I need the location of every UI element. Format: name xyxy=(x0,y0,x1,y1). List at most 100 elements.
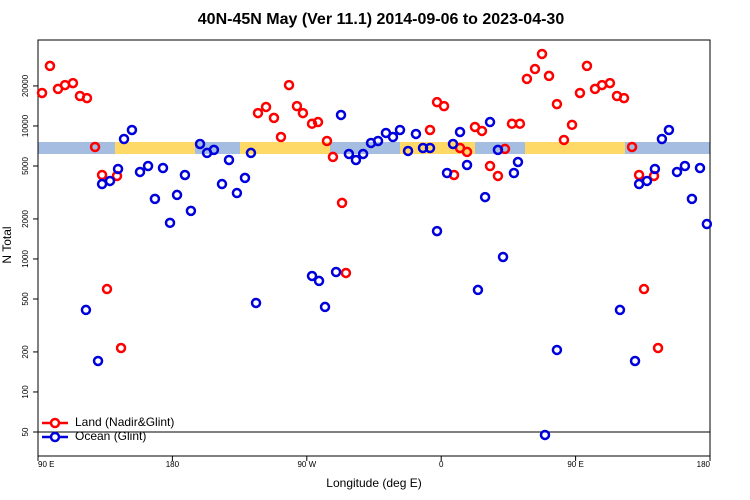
y-tick-label: 2000 xyxy=(21,209,30,227)
point xyxy=(476,125,488,137)
point xyxy=(424,124,436,136)
point xyxy=(336,197,348,209)
point xyxy=(134,166,146,178)
point xyxy=(260,101,272,113)
point xyxy=(551,98,563,110)
point xyxy=(330,266,342,278)
point xyxy=(394,124,406,136)
point xyxy=(313,275,325,287)
point xyxy=(539,429,551,441)
point xyxy=(626,141,638,153)
point xyxy=(223,154,235,166)
point xyxy=(185,205,197,217)
point xyxy=(581,60,593,72)
band-blue xyxy=(330,142,400,154)
point xyxy=(454,126,466,138)
point xyxy=(306,118,318,129)
point xyxy=(372,135,384,147)
point xyxy=(252,107,264,119)
y-axis-label: N Total xyxy=(0,226,14,263)
band xyxy=(38,142,710,154)
x-tick-label: 90 E xyxy=(567,460,583,469)
point xyxy=(327,151,339,163)
point xyxy=(472,284,484,296)
point xyxy=(543,70,555,82)
x-tick-label: 90 E xyxy=(38,460,54,469)
point xyxy=(652,342,664,354)
point xyxy=(497,251,509,263)
point xyxy=(96,169,108,181)
x-tick-label: 0 xyxy=(439,460,444,469)
point xyxy=(604,77,616,89)
band-blue xyxy=(38,142,115,154)
band-blue xyxy=(625,142,710,154)
point xyxy=(629,355,641,367)
point xyxy=(671,166,683,178)
point xyxy=(171,189,183,201)
x-axis-label: Longitude (deg E) xyxy=(326,476,421,490)
point xyxy=(574,87,586,99)
x-tick-label: 90 W xyxy=(297,460,316,469)
point xyxy=(118,133,130,145)
y-tick-label: 1000 xyxy=(21,250,30,268)
point xyxy=(638,283,650,295)
point xyxy=(312,116,324,128)
point xyxy=(492,170,504,182)
point xyxy=(89,141,101,153)
y-tick-label: 50 xyxy=(21,427,30,436)
legend-label: Ocean (Glint) xyxy=(75,429,146,443)
point xyxy=(335,109,347,121)
point xyxy=(357,148,369,160)
y-tick-label: 20000 xyxy=(21,74,30,97)
point xyxy=(239,172,251,184)
point xyxy=(694,162,706,174)
legend-marker xyxy=(49,417,61,429)
point xyxy=(142,160,154,172)
point xyxy=(424,142,436,154)
point xyxy=(179,169,191,181)
point xyxy=(633,169,645,181)
point xyxy=(321,135,333,147)
point xyxy=(492,144,504,156)
point xyxy=(297,107,309,119)
point xyxy=(268,112,280,124)
point xyxy=(81,92,93,104)
point xyxy=(126,124,138,136)
point xyxy=(551,344,563,356)
y-tick-label: 5000 xyxy=(21,157,30,175)
point xyxy=(231,187,243,199)
point xyxy=(649,163,661,175)
x-tick-label: 180 xyxy=(166,460,180,469)
point xyxy=(410,128,422,140)
point xyxy=(44,60,56,72)
point xyxy=(194,138,206,150)
point xyxy=(101,283,113,295)
y-tick-label: 200 xyxy=(21,345,30,359)
point xyxy=(92,355,104,367)
point xyxy=(447,138,459,150)
point xyxy=(149,193,161,205)
point xyxy=(340,267,352,279)
point xyxy=(343,148,355,160)
legend-label: Land (Nadir&Glint) xyxy=(75,415,174,429)
point xyxy=(115,342,127,354)
point xyxy=(319,301,331,313)
point xyxy=(514,118,526,129)
plot-frame xyxy=(37,39,711,457)
point xyxy=(112,163,124,175)
point xyxy=(701,218,713,230)
point xyxy=(283,79,295,91)
x-tick-label: 180 xyxy=(697,460,711,469)
point xyxy=(484,160,496,172)
point xyxy=(441,167,453,179)
point xyxy=(529,63,541,75)
point xyxy=(641,175,653,187)
point xyxy=(512,156,524,168)
point xyxy=(104,175,116,187)
point xyxy=(164,217,176,229)
point xyxy=(614,304,626,316)
point xyxy=(208,144,220,156)
point xyxy=(438,100,450,112)
point xyxy=(245,147,257,159)
